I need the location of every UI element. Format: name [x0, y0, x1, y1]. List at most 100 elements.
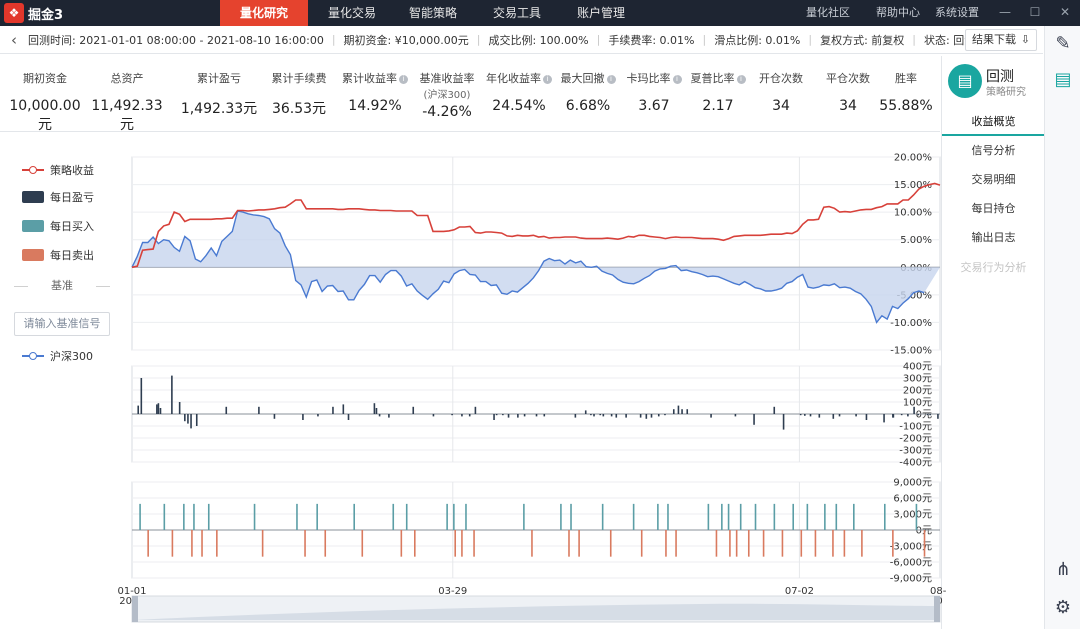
open-count-stat: 开仓次数 34 — [756, 56, 806, 132]
returns-chart-tick-label: 5.00% — [900, 235, 932, 246]
daily-pnl-chart-tick-label: 300元 — [903, 374, 932, 385]
buy-sell-chart-tick-label: -3,000元 — [890, 542, 932, 553]
strategy-line-swatch — [22, 166, 44, 174]
commission-rate: 手续费率: 0.01% — [608, 33, 695, 47]
sharpe-ratio-stat-value: 2.17 — [702, 98, 734, 114]
cumulative-fees-stat: 累计手续费 36.53元 — [262, 56, 336, 132]
returns-chart-tick-label: -10.00% — [890, 318, 932, 329]
returns-chart-tick-label: 20.00% — [894, 153, 932, 164]
close-icon[interactable]: ✕ — [1059, 5, 1071, 19]
tab-quant-research[interactable]: 量化研究 — [220, 0, 308, 26]
max-drawdown-stat-label: 最大回撤 i — [556, 72, 620, 86]
legend-daily-sell-label: 每日卖出 — [50, 249, 94, 262]
fill-ratio: 成交比例: 100.00% — [488, 33, 589, 47]
legend-daily-pnl[interactable]: 每日盈亏 — [22, 189, 94, 205]
chart-legend: 策略收益 每日盈亏 每日买入 每日卖出 基准 沪深300 — [0, 150, 130, 380]
calmar-ratio-stat-label: 卡玛比率 i — [620, 72, 688, 86]
tab-trade-details[interactable]: 交易明细 — [971, 173, 1016, 186]
daily-pnl-chart-tick-label: -300元 — [899, 446, 932, 457]
daily-pnl-chart-tick-label: 0元 — [916, 410, 932, 421]
tab-daily-positions[interactable]: 每日持仓 — [971, 202, 1016, 215]
daily-pnl-chart-tick-label: -200元 — [899, 434, 932, 445]
benchmark-return-stat-sublabel: (沪深300) — [423, 90, 471, 101]
tab-output-log[interactable]: 输出日志 — [971, 231, 1016, 244]
benchmark-signal-input[interactable]: 请输入基准信号 — [14, 312, 110, 336]
slippage-ratio: 滑点比例: 0.01% — [714, 33, 801, 47]
legend-daily-buy[interactable]: 每日买入 — [22, 218, 94, 234]
legend-benchmark-label: 沪深300 — [50, 350, 93, 363]
backtest-info-bar: ‹ 回测时间: 2021-01-01 08:00:00 - 2021-08-10… — [0, 26, 1043, 54]
cumulative-pnl-stat: 累计盈亏 1,492.33元 — [180, 56, 258, 132]
logo-icon: ❖ — [4, 3, 24, 23]
tab-returns-overview[interactable]: 收益概览 — [942, 108, 1045, 136]
daily-pnl-chart-tick-label: -100元 — [899, 422, 932, 433]
strategy-line — [131, 182, 941, 269]
returns-chart-tick-label: -5.00% — [897, 290, 932, 301]
buy-sell-chart-tick-label: 0元 — [916, 526, 932, 537]
x-axis-year-label: 2021 — [440, 596, 465, 607]
tab-signal-analysis[interactable]: 信号分析 — [971, 144, 1016, 157]
community-link[interactable]: 量化社区 — [806, 6, 850, 19]
settings-icon[interactable]: ⚙ — [1054, 597, 1072, 618]
total-assets-stat-value: 11,492.33元 — [91, 98, 163, 133]
x-axis-date-label: 07-02 — [785, 586, 814, 597]
strategy-edit-icon[interactable]: ✎ — [1055, 33, 1071, 54]
backtest-panel-header: ▤ 回测 策略研究 — [942, 56, 1045, 112]
download-results-button[interactable]: 结果下载 ⇩ — [965, 29, 1037, 51]
win-rate-stat-value: 55.88% — [879, 98, 933, 114]
info-icon[interactable]: i — [736, 75, 746, 84]
total-assets-stat: 总资产 11,492.33元 — [88, 56, 166, 133]
buy-sell-chart-tick-label: 9,000元 — [893, 478, 932, 489]
maximize-icon[interactable]: ☐ — [1029, 5, 1041, 19]
benchmark-heading: 基准 — [14, 278, 110, 294]
returns-chart-frame — [131, 156, 941, 351]
tab-trade-tools[interactable]: 交易工具 — [492, 6, 541, 20]
share-icon[interactable]: ⋔ — [1055, 559, 1071, 580]
app-logo: ❖ 掘金3 — [4, 3, 63, 23]
adjust-mode: 复权方式: 前复权 — [820, 33, 905, 47]
calmar-ratio-stat-value: 3.67 — [638, 98, 670, 114]
info-icon[interactable]: i — [399, 75, 408, 84]
win-rate-stat-label: 胜率 — [895, 72, 917, 85]
open-count-stat-value: 34 — [772, 98, 790, 114]
legend-strategy-returns[interactable]: 策略收益 — [22, 162, 94, 178]
slider-left-handle — [132, 596, 138, 622]
x-axis-year-label: 2021 — [119, 596, 144, 607]
buy-sell-chart-tick-label: -6,000元 — [890, 558, 932, 569]
benchmark-return-stat-label: 基准收益率 — [419, 72, 475, 85]
daily-pnl-swatch — [22, 191, 44, 203]
daily-pnl-chart-frame — [131, 365, 941, 463]
backtest-side-panel: ▤ 回测 策略研究 收益概览 信号分析 交易明细 每日持仓 输出日志 交易行为分… — [941, 56, 1045, 629]
backtest-panel-title: 回测 — [986, 69, 1014, 85]
minimize-icon[interactable]: — — [999, 5, 1011, 19]
backtest-period: 回测时间: 2021-01-01 08:00:00 - 2021-08-10 1… — [28, 33, 324, 47]
info-icon[interactable]: i — [672, 75, 682, 84]
benchmark-line — [131, 210, 925, 324]
tab-trading-behavior-analysis: 交易行为分析 — [960, 261, 1027, 274]
returns-chart-tick-label: 10.00% — [894, 208, 932, 219]
backtest-panel-subtitle: 策略研究 — [986, 87, 1026, 98]
daily-buy-swatch — [22, 220, 44, 232]
legend-daily-sell[interactable]: 每日卖出 — [22, 247, 94, 263]
system-settings-link[interactable]: 系统设置 — [935, 6, 979, 19]
info-icon[interactable]: i — [543, 75, 552, 84]
time-range-slider — [131, 595, 941, 623]
x-axis-date-label: 03-29 — [438, 586, 467, 597]
tab-smart-strategy[interactable]: 智能策略 — [408, 6, 457, 20]
info-icon[interactable]: i — [606, 75, 616, 84]
x-axis-date-label: 01-01 — [117, 586, 146, 597]
returns-chart-tick-label: -15.00% — [890, 346, 932, 357]
help-center-link[interactable]: 帮助中心 — [876, 6, 920, 19]
back-arrow-icon[interactable]: ‹ — [11, 30, 17, 49]
buy-sell-chart-tick-label: 6,000元 — [893, 494, 932, 505]
legend-benchmark[interactable]: 沪深300 — [22, 348, 93, 364]
open-count-stat-label: 开仓次数 — [759, 72, 803, 85]
cumulative-return-stat-value: 14.92% — [348, 98, 402, 114]
benchmark-return-stat-value: -4.26% — [422, 104, 472, 120]
report-icon[interactable]: ▤ — [1054, 69, 1072, 90]
tab-account-management[interactable]: 账户管理 — [576, 6, 625, 20]
returns-chart-tick-label: 15.00% — [894, 180, 932, 191]
tab-quant-trading[interactable]: 量化交易 — [327, 6, 376, 20]
legend-daily-pnl-label: 每日盈亏 — [50, 191, 94, 204]
initial-capital: 期初资金: ¥10,000.00元 — [343, 33, 469, 47]
